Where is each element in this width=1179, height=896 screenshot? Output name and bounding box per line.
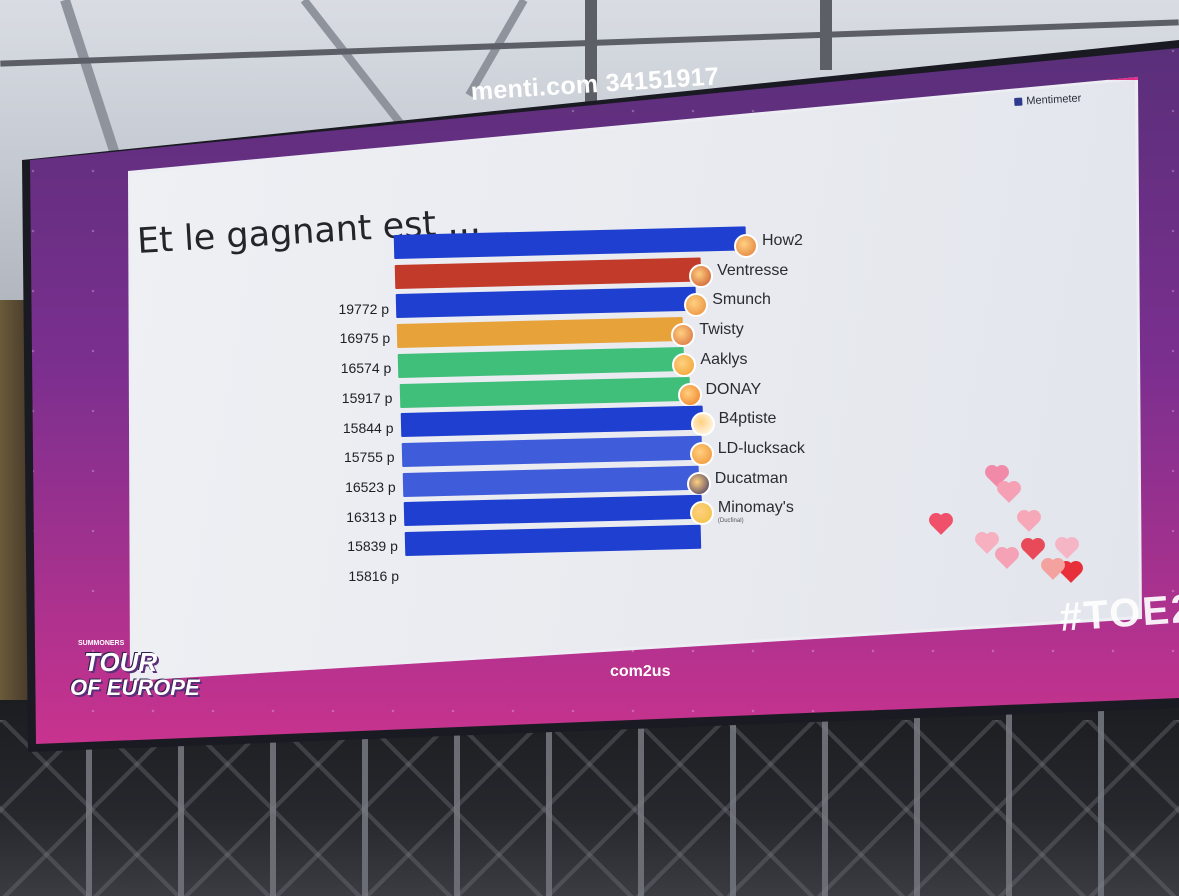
roof-beam (585, 0, 597, 120)
event-logo-line1: TOUR (84, 647, 158, 677)
event-logo-line2: OF EUROPE (70, 675, 200, 700)
event-hashtag: #TOE2 (1058, 586, 1179, 640)
event-logo-top: SUMMONERS (78, 640, 125, 647)
com2us-logo: com2us (610, 663, 671, 680)
truss-diagonals (0, 720, 1179, 896)
roof-beam (820, 0, 832, 70)
slide-surface (131, 80, 1139, 678)
mentimeter-logo-icon (1014, 97, 1023, 106)
